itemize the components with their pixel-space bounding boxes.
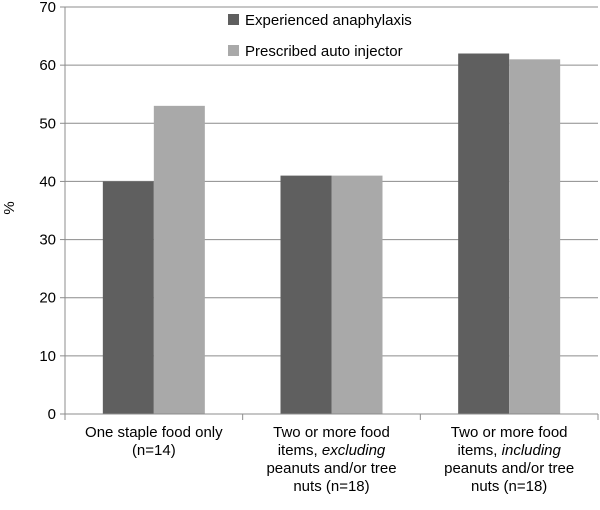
bar	[458, 53, 510, 415]
y-tick-label: 10	[39, 348, 56, 365]
bars	[102, 53, 561, 415]
y-tick-label: 20	[39, 290, 56, 307]
x-category-label: Two or more food items, excluding peanuts …	[266, 424, 397, 495]
y-tick-label: 70	[39, 0, 56, 16]
bar	[153, 105, 205, 414]
bar	[509, 59, 561, 414]
y-tick-label: 50	[39, 115, 56, 132]
y-tick-label: 30	[39, 232, 56, 249]
x-category-label: One staple food only (n=14)	[85, 424, 223, 459]
bar	[280, 175, 332, 414]
bar	[102, 181, 154, 414]
y-tick-label: 0	[48, 406, 56, 423]
legend-label: Experienced anaphylaxis	[245, 12, 412, 29]
legend-label: Prescribed auto injector	[245, 43, 403, 60]
x-category-label: Two or more food items, including peanuts …	[444, 424, 575, 495]
y-tick-labels: 0 10 20 30 40 50 60 70	[39, 0, 56, 423]
axes	[60, 6, 599, 420]
legend: Experienced anaphylaxis Prescribed auto i…	[228, 12, 412, 60]
y-axis-label: %	[1, 201, 18, 214]
y-tick-label: 60	[39, 57, 56, 74]
legend-swatch	[228, 45, 239, 56]
legend-swatch	[228, 14, 239, 25]
bar	[331, 175, 383, 414]
y-tick-label: 40	[39, 173, 56, 190]
